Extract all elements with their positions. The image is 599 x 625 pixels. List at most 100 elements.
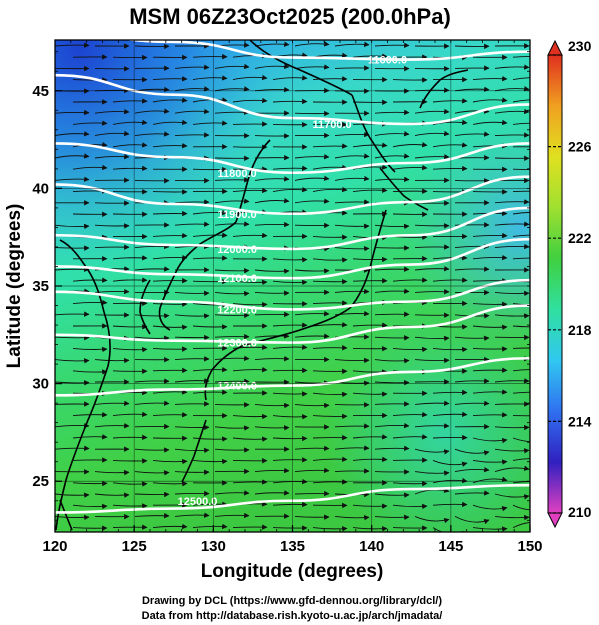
streamline [374,358,410,364]
streamline [192,75,228,81]
streamline [174,424,210,431]
streamline [272,165,308,171]
streamline [472,389,508,395]
y-axis-label: Latitude (degrees) [4,204,25,369]
streamline [374,288,410,294]
streamline [214,312,250,319]
streamline [72,480,108,487]
contour-label: 12100.0 [217,273,257,285]
streamline [334,223,370,229]
streamline [174,64,210,70]
streamline [112,142,148,148]
chart-title: MSM 06Z23Oct2025 (200.0hPa) [129,4,451,29]
streamline [134,313,170,319]
streamline [494,465,530,473]
streamline [512,504,530,511]
x-tick-label: 140 [359,538,384,555]
streamline [94,153,130,160]
streamline [134,447,170,453]
streamline [112,368,148,374]
streamline [112,434,148,441]
streamline [192,458,228,465]
coastline-ryukyu [181,419,207,483]
streamline [214,177,250,183]
streamline [214,447,250,453]
streamline [232,232,268,239]
streamline [152,389,188,395]
streamline [392,525,428,531]
streamline [134,491,170,498]
streamline [454,466,490,473]
streamline [232,344,268,351]
streamline [254,333,290,339]
footer-credit-line2: Data from http://database.rish.kyoto-u.a… [142,610,443,622]
contour-label: 12200.0 [217,304,257,316]
streamline [55,153,90,159]
streamline [312,186,348,193]
streamline [472,232,508,239]
streamline [352,164,388,170]
streamline [294,153,330,160]
streamline [152,481,188,487]
streamline [55,335,90,341]
streamline [214,63,250,70]
coastline-hokkaido [379,167,429,211]
streamline [192,324,228,330]
streamline [432,389,468,396]
streamline [55,380,90,386]
streamline [512,211,530,215]
streamline [294,445,330,451]
colorbar-tick-label: 214 [568,413,592,429]
streamline [512,303,530,306]
streamline [174,447,210,454]
streamline [512,458,530,461]
streamline [312,76,348,82]
streamline [152,143,188,149]
streamline [254,221,290,228]
streamline [55,311,90,317]
streamline [174,132,210,138]
streamline [374,422,410,429]
streamline [294,402,330,409]
streamline [72,369,108,375]
streamline [272,75,308,81]
streamline [414,108,450,115]
streamline [352,278,388,284]
colorbar-bar [547,54,563,514]
streamline [72,525,108,531]
x-axis-label: Longitude (degrees) [201,561,384,582]
streamline [152,458,188,465]
streamline [454,516,490,525]
streamline [254,490,290,496]
streamline [334,357,370,364]
streamline [152,346,188,352]
streamline [214,490,250,496]
x-tick-label: 125 [122,538,147,555]
streamline [312,164,348,171]
coastline-kyushu [204,345,243,401]
streamline [294,514,330,520]
contour-label: 11700.0 [313,119,352,131]
streamline [374,42,410,48]
colorbar-tick-label: 218 [568,322,592,338]
streamline [472,75,508,82]
streamline [294,268,330,274]
y-tick-label: 30 [32,376,49,393]
streamline [494,448,530,454]
streamline [134,108,170,114]
streamline [432,142,468,148]
streamline [112,411,148,418]
streamline [374,311,410,317]
streamline [334,131,370,138]
x-tick-label: 150 [517,538,542,555]
streamline [312,413,348,420]
streamline [192,389,228,395]
colorbar-tick-label: 210 [568,504,592,520]
streamline [454,266,490,272]
streamline [272,457,308,463]
streamline [214,512,250,519]
streamline [392,164,428,171]
streamline [272,501,308,508]
coastline-sakhalin-north [419,69,469,109]
streamline [392,411,428,418]
